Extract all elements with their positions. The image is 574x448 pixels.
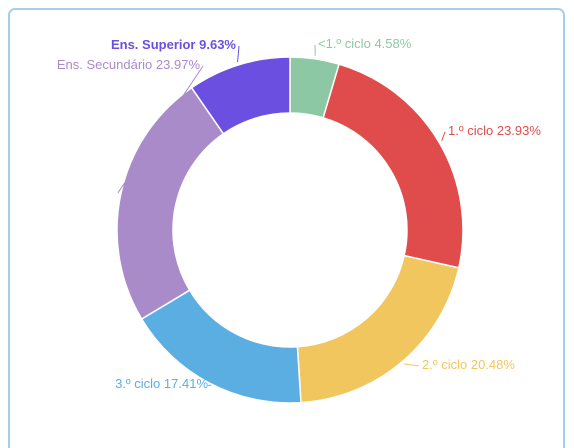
leader-line [404, 363, 420, 367]
label-category: 3.º ciclo [115, 376, 160, 391]
label-category: <1.º ciclo [318, 36, 371, 51]
leader-line [237, 45, 240, 63]
label-category: 1.º ciclo [448, 123, 493, 138]
label-value: 9.63% [199, 37, 236, 52]
data-label: <1.º ciclo 4.58% [318, 36, 412, 51]
leader-line [208, 384, 212, 387]
donut-slice [190, 56, 291, 135]
label-category: 2.º ciclo [422, 357, 467, 372]
label-value: 23.97% [156, 57, 201, 72]
data-label: 3.º ciclo 17.41% [115, 376, 208, 391]
leader-line [441, 131, 446, 142]
leader-line [117, 65, 204, 194]
label-value: 20.48% [471, 357, 516, 372]
label-category: Ens. Secundário [57, 57, 152, 72]
label-value: 17.41% [164, 376, 209, 391]
label-value: 23.93% [497, 123, 542, 138]
label-category: Ens. Superior [111, 37, 196, 52]
data-label: 2.º ciclo 20.48% [422, 357, 515, 372]
label-value: 4.58% [374, 36, 411, 51]
data-label: 1.º ciclo 23.93% [448, 123, 541, 138]
data-label: Ens. Superior 9.63% [111, 37, 236, 52]
data-label: Ens. Secundário 23.97% [57, 57, 201, 72]
